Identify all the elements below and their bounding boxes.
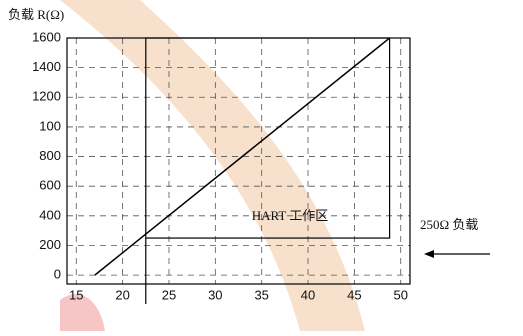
x-tick-label: 45 (347, 287, 361, 302)
y-tick-label: 1600 (32, 29, 61, 44)
y-tick-label: 200 (39, 237, 61, 252)
y-tick-label: 1400 (32, 59, 61, 74)
load-annotation: 250Ω 负载 (420, 217, 478, 232)
y-tick-label: 400 (39, 207, 61, 222)
arrow-head (424, 250, 434, 258)
y-tick-label: 800 (39, 148, 61, 163)
x-tick-label: 35 (254, 287, 268, 302)
x-tick-label: 15 (69, 287, 83, 302)
y-tick-label: 1200 (32, 89, 61, 104)
x-tick-label: 30 (208, 287, 222, 302)
work-region (145, 37, 391, 239)
load-line (94, 37, 391, 276)
y-axis-label: 负载 R(Ω) (8, 7, 64, 22)
y-tick-label: 600 (39, 178, 61, 193)
background-swath (60, 0, 365, 331)
y-tick-label: 0 (54, 267, 61, 282)
y-tick-label: 100 (39, 118, 61, 133)
x-tick-label: 40 (301, 287, 315, 302)
region-label: HART 工作区 (252, 208, 329, 223)
x-tick-label: 50 (393, 287, 407, 302)
x-tick-label: 20 (115, 287, 129, 302)
x-tick-label: 25 (162, 287, 176, 302)
background-swath (60, 294, 105, 331)
